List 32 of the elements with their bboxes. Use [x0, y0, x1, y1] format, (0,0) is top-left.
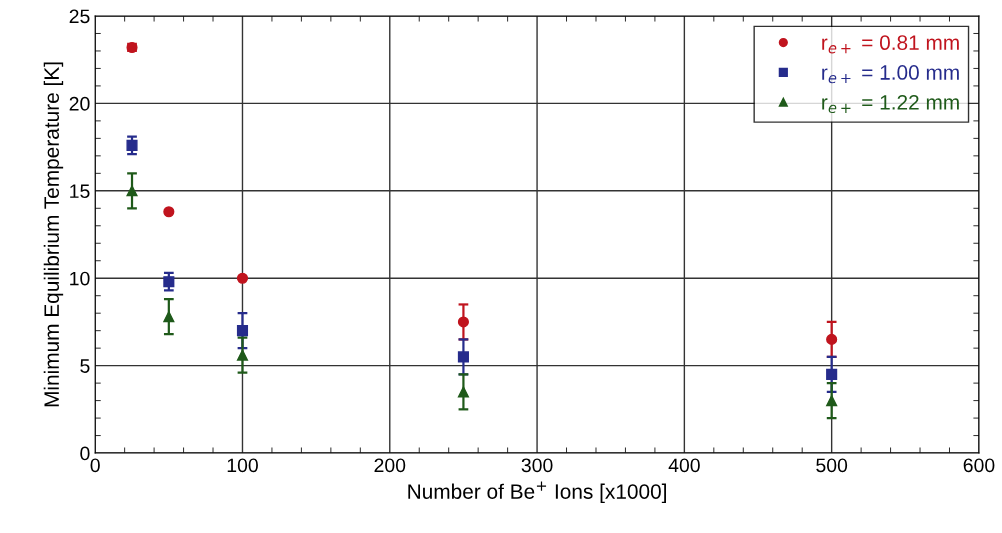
point	[236, 325, 249, 337]
point	[163, 276, 175, 288]
y-tick-label: 20	[69, 96, 90, 111]
x-axis-title: Number of Be$^{+}$ Ions [x1000]	[408, 481, 666, 504]
point	[163, 311, 175, 323]
y-tick-label: 25	[69, 9, 90, 24]
y-tick-label: 15	[70, 184, 90, 199]
point	[826, 395, 838, 407]
point	[236, 272, 249, 284]
x-tick-label: 500	[816, 458, 848, 473]
y-tick-label: 0	[80, 446, 90, 461]
x-tick-label: 400	[668, 458, 700, 473]
point	[826, 368, 838, 380]
y-tick-label: 10	[70, 271, 90, 286]
x-tick-label: 100	[227, 458, 258, 473]
point	[826, 333, 838, 345]
y-tick-label: 5	[80, 359, 90, 373]
legend-label: r$_{e+}$ = 0.81 mm	[822, 35, 959, 54]
legend-label: r$_{e+}$ = 1.22 mm	[822, 94, 959, 114]
x-tick-label: 600	[963, 458, 995, 473]
x-tick-label: 300	[521, 458, 553, 473]
point	[457, 386, 469, 398]
point	[236, 349, 249, 361]
point	[126, 139, 138, 151]
legend-label: r$_{e+}$ = 1.00 mm	[822, 65, 959, 84]
point	[126, 185, 138, 197]
x-tick-label: 200	[374, 458, 406, 473]
point	[457, 316, 469, 328]
point	[457, 351, 469, 363]
y-axis-title: Minimum Equilibrium Temperature [K]	[43, 62, 64, 407]
x-tick-label: 0	[90, 458, 100, 473]
point	[163, 206, 175, 218]
